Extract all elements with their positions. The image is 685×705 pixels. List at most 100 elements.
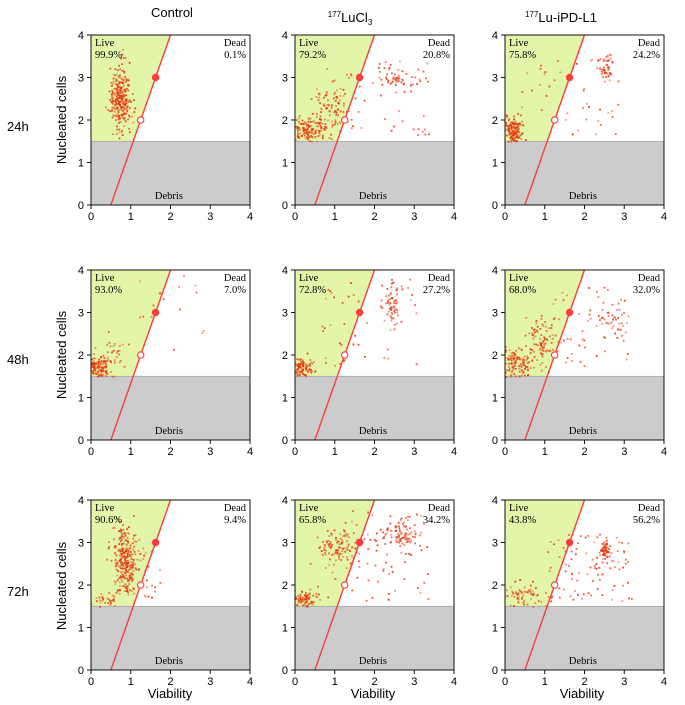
scatter-point bbox=[410, 90, 412, 93]
scatter-point bbox=[106, 344, 109, 346]
scatter-point bbox=[304, 595, 307, 598]
scatter-point bbox=[308, 136, 311, 139]
scatter-point bbox=[97, 366, 100, 369]
scatter-point bbox=[338, 555, 341, 558]
scatter-point bbox=[628, 597, 630, 600]
scatter-point bbox=[564, 570, 567, 573]
x-tick-label: 4 bbox=[451, 676, 457, 688]
scatter-point bbox=[603, 336, 605, 339]
scatter-point bbox=[121, 81, 124, 84]
scatter-point bbox=[325, 93, 328, 96]
gate-handle-lower bbox=[550, 116, 559, 124]
scatter-point bbox=[600, 317, 603, 319]
scatter-point bbox=[515, 136, 518, 139]
row-label-72h: 72h bbox=[7, 584, 29, 599]
scatter-point bbox=[347, 544, 350, 546]
scatter-point bbox=[125, 543, 128, 546]
scatter-point bbox=[122, 564, 125, 567]
y-tick-label: 4 bbox=[282, 495, 288, 507]
scatter-point bbox=[545, 350, 548, 353]
scatter-point bbox=[613, 584, 616, 587]
scatter-point bbox=[303, 127, 306, 130]
scatter-point bbox=[389, 529, 392, 532]
scatter-point bbox=[295, 125, 297, 128]
scatter-point bbox=[539, 64, 542, 67]
scatter-point bbox=[91, 603, 93, 606]
scatter-point bbox=[336, 553, 339, 556]
scatter-point bbox=[115, 564, 117, 567]
scatter-point bbox=[512, 137, 514, 140]
scatter-point bbox=[297, 368, 300, 370]
scatter-point bbox=[119, 68, 122, 71]
scatter-point bbox=[125, 98, 128, 101]
scatter-point bbox=[543, 344, 546, 347]
scatter-point bbox=[612, 325, 615, 328]
scatter-point bbox=[508, 355, 511, 357]
scatter-point bbox=[130, 576, 133, 579]
scatter-point bbox=[301, 359, 304, 362]
scatter-point bbox=[570, 558, 573, 561]
scatter-point bbox=[324, 357, 327, 360]
scatter-point bbox=[344, 92, 346, 95]
scatter-point bbox=[388, 298, 391, 301]
scatter-dots bbox=[295, 60, 431, 143]
scatter-point bbox=[118, 543, 121, 545]
scatter-point bbox=[403, 536, 405, 539]
debris-label: Debris bbox=[155, 656, 183, 667]
x-tick-label: 0 bbox=[292, 676, 298, 688]
scatter-point bbox=[563, 588, 565, 591]
scatter-point bbox=[94, 369, 96, 372]
scatter-point bbox=[310, 602, 313, 604]
scatter-point bbox=[617, 302, 620, 305]
scatter-point bbox=[517, 596, 519, 599]
scatter-point bbox=[334, 123, 336, 126]
scatter-point bbox=[115, 78, 118, 81]
scatter-point bbox=[350, 74, 353, 77]
scatter-point bbox=[534, 587, 537, 590]
scatter-point bbox=[318, 123, 321, 125]
scatter-point bbox=[582, 107, 584, 109]
scatter-point bbox=[125, 574, 127, 577]
scatter-point bbox=[358, 552, 361, 555]
scatter-point bbox=[620, 322, 623, 325]
scatter-point bbox=[118, 548, 121, 551]
scatter-point bbox=[619, 328, 622, 331]
scatter-point bbox=[524, 368, 526, 370]
scatter-point bbox=[603, 546, 605, 549]
scatter-point bbox=[310, 371, 313, 374]
scatter-point bbox=[105, 370, 108, 372]
y-tick-label: 3 bbox=[78, 308, 84, 320]
scatter-point bbox=[122, 106, 125, 109]
scatter-point bbox=[425, 77, 427, 80]
scatter-point bbox=[606, 72, 609, 75]
scatter-point bbox=[543, 337, 546, 340]
scatter-point bbox=[529, 367, 532, 370]
scatter-point bbox=[299, 374, 302, 377]
scatter-point bbox=[118, 521, 121, 523]
scatter-point bbox=[607, 322, 610, 325]
live-label: Live bbox=[299, 38, 319, 49]
scatter-point bbox=[534, 602, 537, 604]
scatter-point bbox=[127, 118, 129, 121]
gate-handle-upper bbox=[565, 538, 574, 547]
scatter-point bbox=[118, 91, 120, 94]
scatter-point bbox=[521, 132, 524, 135]
scatter-point bbox=[511, 594, 513, 597]
scatter-point bbox=[523, 355, 526, 358]
scatter-point bbox=[513, 118, 516, 121]
scatter-point bbox=[517, 598, 520, 601]
scatter-point bbox=[515, 126, 518, 128]
scatter-point bbox=[142, 557, 145, 560]
scatter-dots bbox=[505, 286, 630, 378]
scatter-point bbox=[509, 373, 512, 376]
scatter-point bbox=[516, 357, 519, 360]
scatter-point bbox=[115, 73, 118, 76]
dead-percent: 0.1% bbox=[224, 50, 246, 61]
scatter-point bbox=[329, 114, 331, 117]
scatter-point bbox=[384, 543, 387, 545]
scatter-point bbox=[324, 544, 326, 547]
scatter-point bbox=[345, 547, 347, 550]
scatter-point bbox=[390, 315, 392, 318]
scatter-point bbox=[402, 83, 405, 86]
scatter-point bbox=[526, 603, 529, 606]
